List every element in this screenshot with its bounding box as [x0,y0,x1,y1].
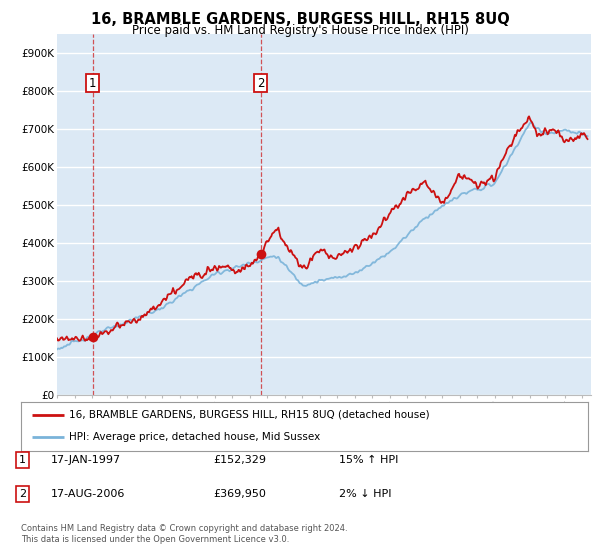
Text: 15% ↑ HPI: 15% ↑ HPI [339,455,398,465]
Text: 2: 2 [257,77,265,90]
Text: HPI: Average price, detached house, Mid Sussex: HPI: Average price, detached house, Mid … [69,432,320,442]
Text: 17-AUG-2006: 17-AUG-2006 [51,489,125,499]
Text: 1: 1 [19,455,26,465]
Text: £369,950: £369,950 [213,489,266,499]
Text: 16, BRAMBLE GARDENS, BURGESS HILL, RH15 8UQ: 16, BRAMBLE GARDENS, BURGESS HILL, RH15 … [91,12,509,27]
Text: 1: 1 [89,77,97,90]
Text: 2% ↓ HPI: 2% ↓ HPI [339,489,391,499]
Text: £152,329: £152,329 [213,455,266,465]
Text: 16, BRAMBLE GARDENS, BURGESS HILL, RH15 8UQ (detached house): 16, BRAMBLE GARDENS, BURGESS HILL, RH15 … [69,410,430,420]
Text: 17-JAN-1997: 17-JAN-1997 [51,455,121,465]
Text: 2: 2 [19,489,26,499]
Text: Contains HM Land Registry data © Crown copyright and database right 2024.
This d: Contains HM Land Registry data © Crown c… [21,524,347,544]
Text: Price paid vs. HM Land Registry's House Price Index (HPI): Price paid vs. HM Land Registry's House … [131,24,469,37]
